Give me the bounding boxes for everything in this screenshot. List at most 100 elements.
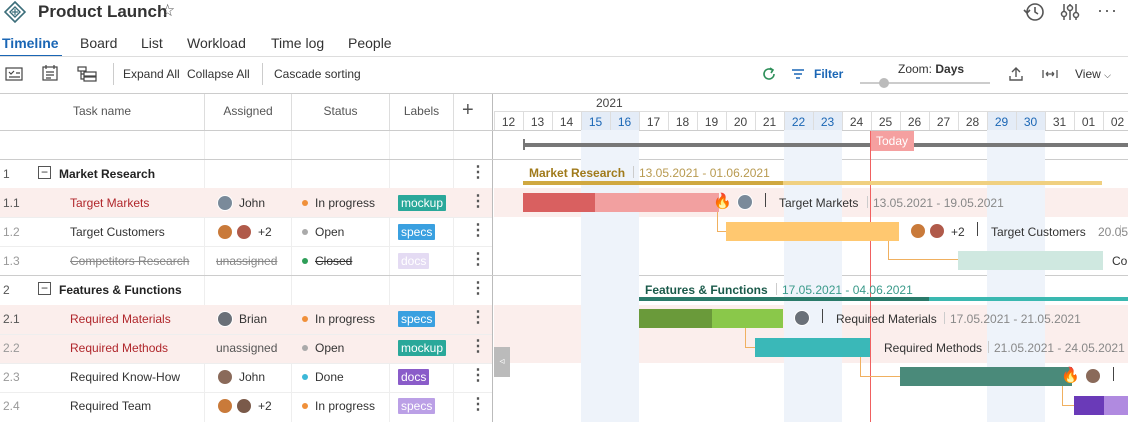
status-text: In progress [315, 312, 376, 326]
label-separator [822, 309, 823, 323]
filter-icon[interactable] [791, 68, 805, 80]
row-menu-icon[interactable]: ⋮ [470, 280, 486, 297]
add-column-plus-icon[interactable]: + [462, 99, 474, 121]
export-icon[interactable] [1008, 66, 1024, 82]
task-name[interactable]: Target Markets [70, 196, 150, 210]
timeline-day-divider [987, 112, 988, 130]
filter-button[interactable]: Filter [814, 67, 844, 81]
cascade-sorting-button[interactable]: Cascade sorting [274, 67, 361, 81]
timeline-day-divider [1103, 112, 1104, 130]
collapse-group-icon[interactable]: − [38, 282, 51, 295]
zoom-slider-handle[interactable] [879, 78, 889, 88]
expand-all-button[interactable]: Expand All [123, 67, 180, 81]
row-menu-icon[interactable]: ⋮ [470, 222, 486, 239]
grid-gantt-splitter[interactable] [492, 94, 493, 422]
row-menu-icon[interactable]: ⋮ [470, 164, 486, 181]
status-cell[interactable]: In progress [302, 312, 375, 326]
status-cell[interactable]: Open [302, 341, 344, 355]
tab-workload[interactable]: Workload [187, 35, 246, 51]
group-name[interactable]: Market Research [59, 167, 156, 181]
column-header-task-name[interactable]: Task name [72, 104, 132, 118]
refresh-icon[interactable] [761, 66, 777, 82]
row-number: 1.1 [3, 196, 20, 210]
label-badge[interactable]: docs [398, 369, 430, 385]
task-name[interactable]: Required Know-How [70, 370, 181, 384]
task-bar[interactable] [712, 309, 783, 328]
calendar-list-icon[interactable] [41, 64, 59, 82]
hierarchy-icon[interactable] [77, 66, 97, 82]
label-badge[interactable]: specs [398, 224, 436, 240]
task-bar[interactable] [595, 193, 719, 212]
tab-list[interactable]: List [141, 35, 163, 51]
task-bar[interactable] [755, 338, 870, 357]
task-name[interactable]: Required Materials [70, 312, 171, 326]
timeline-day-label: 24 [849, 115, 864, 129]
column-header-status[interactable]: Status [323, 104, 358, 118]
task-bar[interactable] [726, 222, 899, 241]
status-cell[interactable]: In progress [302, 196, 375, 210]
row-menu-icon[interactable]: ⋮ [470, 367, 486, 384]
assignee-extra-count[interactable]: +2 [258, 225, 272, 239]
label-badge[interactable]: mockup [398, 340, 447, 356]
collapse-grid-handle[interactable]: ◃ [494, 347, 510, 377]
assignee-name[interactable]: John [239, 370, 266, 384]
dependency-connector [1062, 386, 1074, 406]
label-badge[interactable]: specs [398, 311, 436, 327]
more-icon[interactable]: ··· [1097, 0, 1118, 20]
task-bar[interactable] [1104, 396, 1128, 415]
timeline-year: 2021 [596, 96, 623, 110]
label-separator [776, 283, 777, 295]
task-name[interactable]: Required Methods [70, 341, 169, 355]
zoom-label: Zoom: Days [898, 62, 965, 76]
fit-width-icon[interactable] [1041, 66, 1059, 82]
label-badge[interactable]: docs [398, 253, 430, 269]
row-menu-icon[interactable]: ⋮ [470, 338, 486, 355]
row-number: 1.3 [3, 254, 20, 268]
status-cell[interactable]: Closed [302, 254, 352, 268]
weekend-column [610, 130, 639, 422]
collapse-group-icon[interactable]: − [38, 166, 51, 179]
tab-time-log[interactable]: Time log [271, 35, 325, 51]
group-bar[interactable] [523, 181, 1102, 185]
task-view-icon[interactable] [5, 66, 23, 82]
row-menu-icon[interactable]: ⋮ [470, 193, 486, 210]
tab-board[interactable]: Board [80, 35, 118, 51]
history-icon[interactable] [1022, 1, 1046, 23]
tab-timeline[interactable]: Timeline [2, 35, 59, 51]
task-bar[interactable] [958, 251, 1103, 270]
star-icon[interactable]: ☆ [160, 1, 176, 20]
group-name[interactable]: Features & Functions [59, 283, 182, 297]
assignee-name[interactable]: Brian [239, 312, 268, 326]
collapse-all-button[interactable]: Collapse All [187, 67, 250, 81]
status-cell[interactable]: Open [302, 225, 344, 239]
timeline-day-divider [639, 112, 640, 130]
assignee-name[interactable]: John [239, 196, 266, 210]
zoom-slider-track[interactable] [860, 82, 990, 84]
assignee-name[interactable]: unassigned [216, 254, 278, 268]
project-logo-icon [4, 1, 26, 23]
row-menu-icon[interactable]: ⋮ [470, 251, 486, 268]
timeline-day-label: 02 [1110, 115, 1125, 129]
sliders-icon[interactable] [1059, 1, 1081, 23]
timeline-day-label: 25 [878, 115, 893, 129]
task-name[interactable]: Required Team [70, 399, 152, 413]
task-bar[interactable] [900, 367, 1072, 386]
label-badge[interactable]: mockup [398, 195, 447, 211]
assignee-name[interactable]: unassigned [216, 341, 278, 355]
status-dot [302, 257, 308, 264]
task-name[interactable]: Target Customers [70, 225, 165, 239]
status-cell[interactable]: In progress [302, 399, 375, 413]
row-menu-icon[interactable]: ⋮ [470, 396, 486, 413]
tab-people[interactable]: People [348, 35, 392, 51]
task-name[interactable]: Competitors Research [70, 254, 190, 268]
column-header-assigned[interactable]: Assigned [223, 104, 273, 118]
dependency-connector [745, 328, 755, 348]
label-badge[interactable]: specs [398, 398, 436, 414]
view-dropdown[interactable]: View ⌵ [1075, 67, 1111, 81]
assignee-extra-count[interactable]: +2 [258, 399, 272, 413]
column-header-labels[interactable]: Labels [403, 104, 440, 118]
task-bar-progress [639, 309, 712, 328]
label-separator [1120, 225, 1121, 237]
row-menu-icon[interactable]: ⋮ [470, 309, 486, 326]
status-cell[interactable]: Done [302, 370, 344, 384]
